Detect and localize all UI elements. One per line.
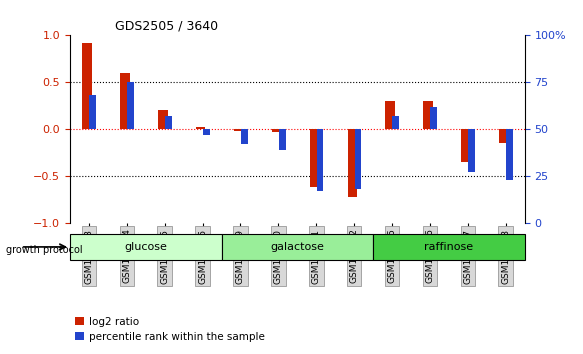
- Bar: [82, 43, 92, 129]
- Bar: [165, 116, 172, 129]
- Bar: [70, 234, 222, 260]
- Bar: [241, 129, 248, 144]
- Bar: [120, 73, 129, 129]
- Bar: [392, 116, 399, 129]
- Bar: [468, 129, 475, 172]
- Text: GDS2505 / 3640: GDS2505 / 3640: [115, 20, 219, 33]
- Bar: [506, 129, 513, 180]
- Bar: [310, 129, 319, 187]
- Bar: [196, 127, 205, 129]
- Bar: [385, 101, 395, 129]
- Bar: [279, 129, 286, 150]
- Bar: [347, 129, 357, 197]
- Bar: [354, 129, 361, 189]
- Text: raffinose: raffinose: [424, 242, 473, 252]
- Legend: log2 ratio, percentile rank within the sample: log2 ratio, percentile rank within the s…: [75, 317, 265, 342]
- Bar: [158, 110, 167, 129]
- Bar: [499, 129, 508, 143]
- Bar: [203, 129, 210, 135]
- Text: galactose: galactose: [271, 242, 324, 252]
- Bar: [430, 107, 437, 129]
- Bar: [317, 129, 324, 191]
- Bar: [423, 101, 433, 129]
- Bar: [461, 129, 470, 162]
- Text: glucose: glucose: [124, 242, 167, 252]
- Bar: [89, 96, 96, 129]
- Bar: [222, 234, 373, 260]
- Bar: [127, 82, 134, 129]
- Bar: [373, 234, 525, 260]
- Text: growth protocol: growth protocol: [6, 245, 82, 255]
- Bar: [272, 129, 281, 132]
- Bar: [234, 129, 243, 131]
